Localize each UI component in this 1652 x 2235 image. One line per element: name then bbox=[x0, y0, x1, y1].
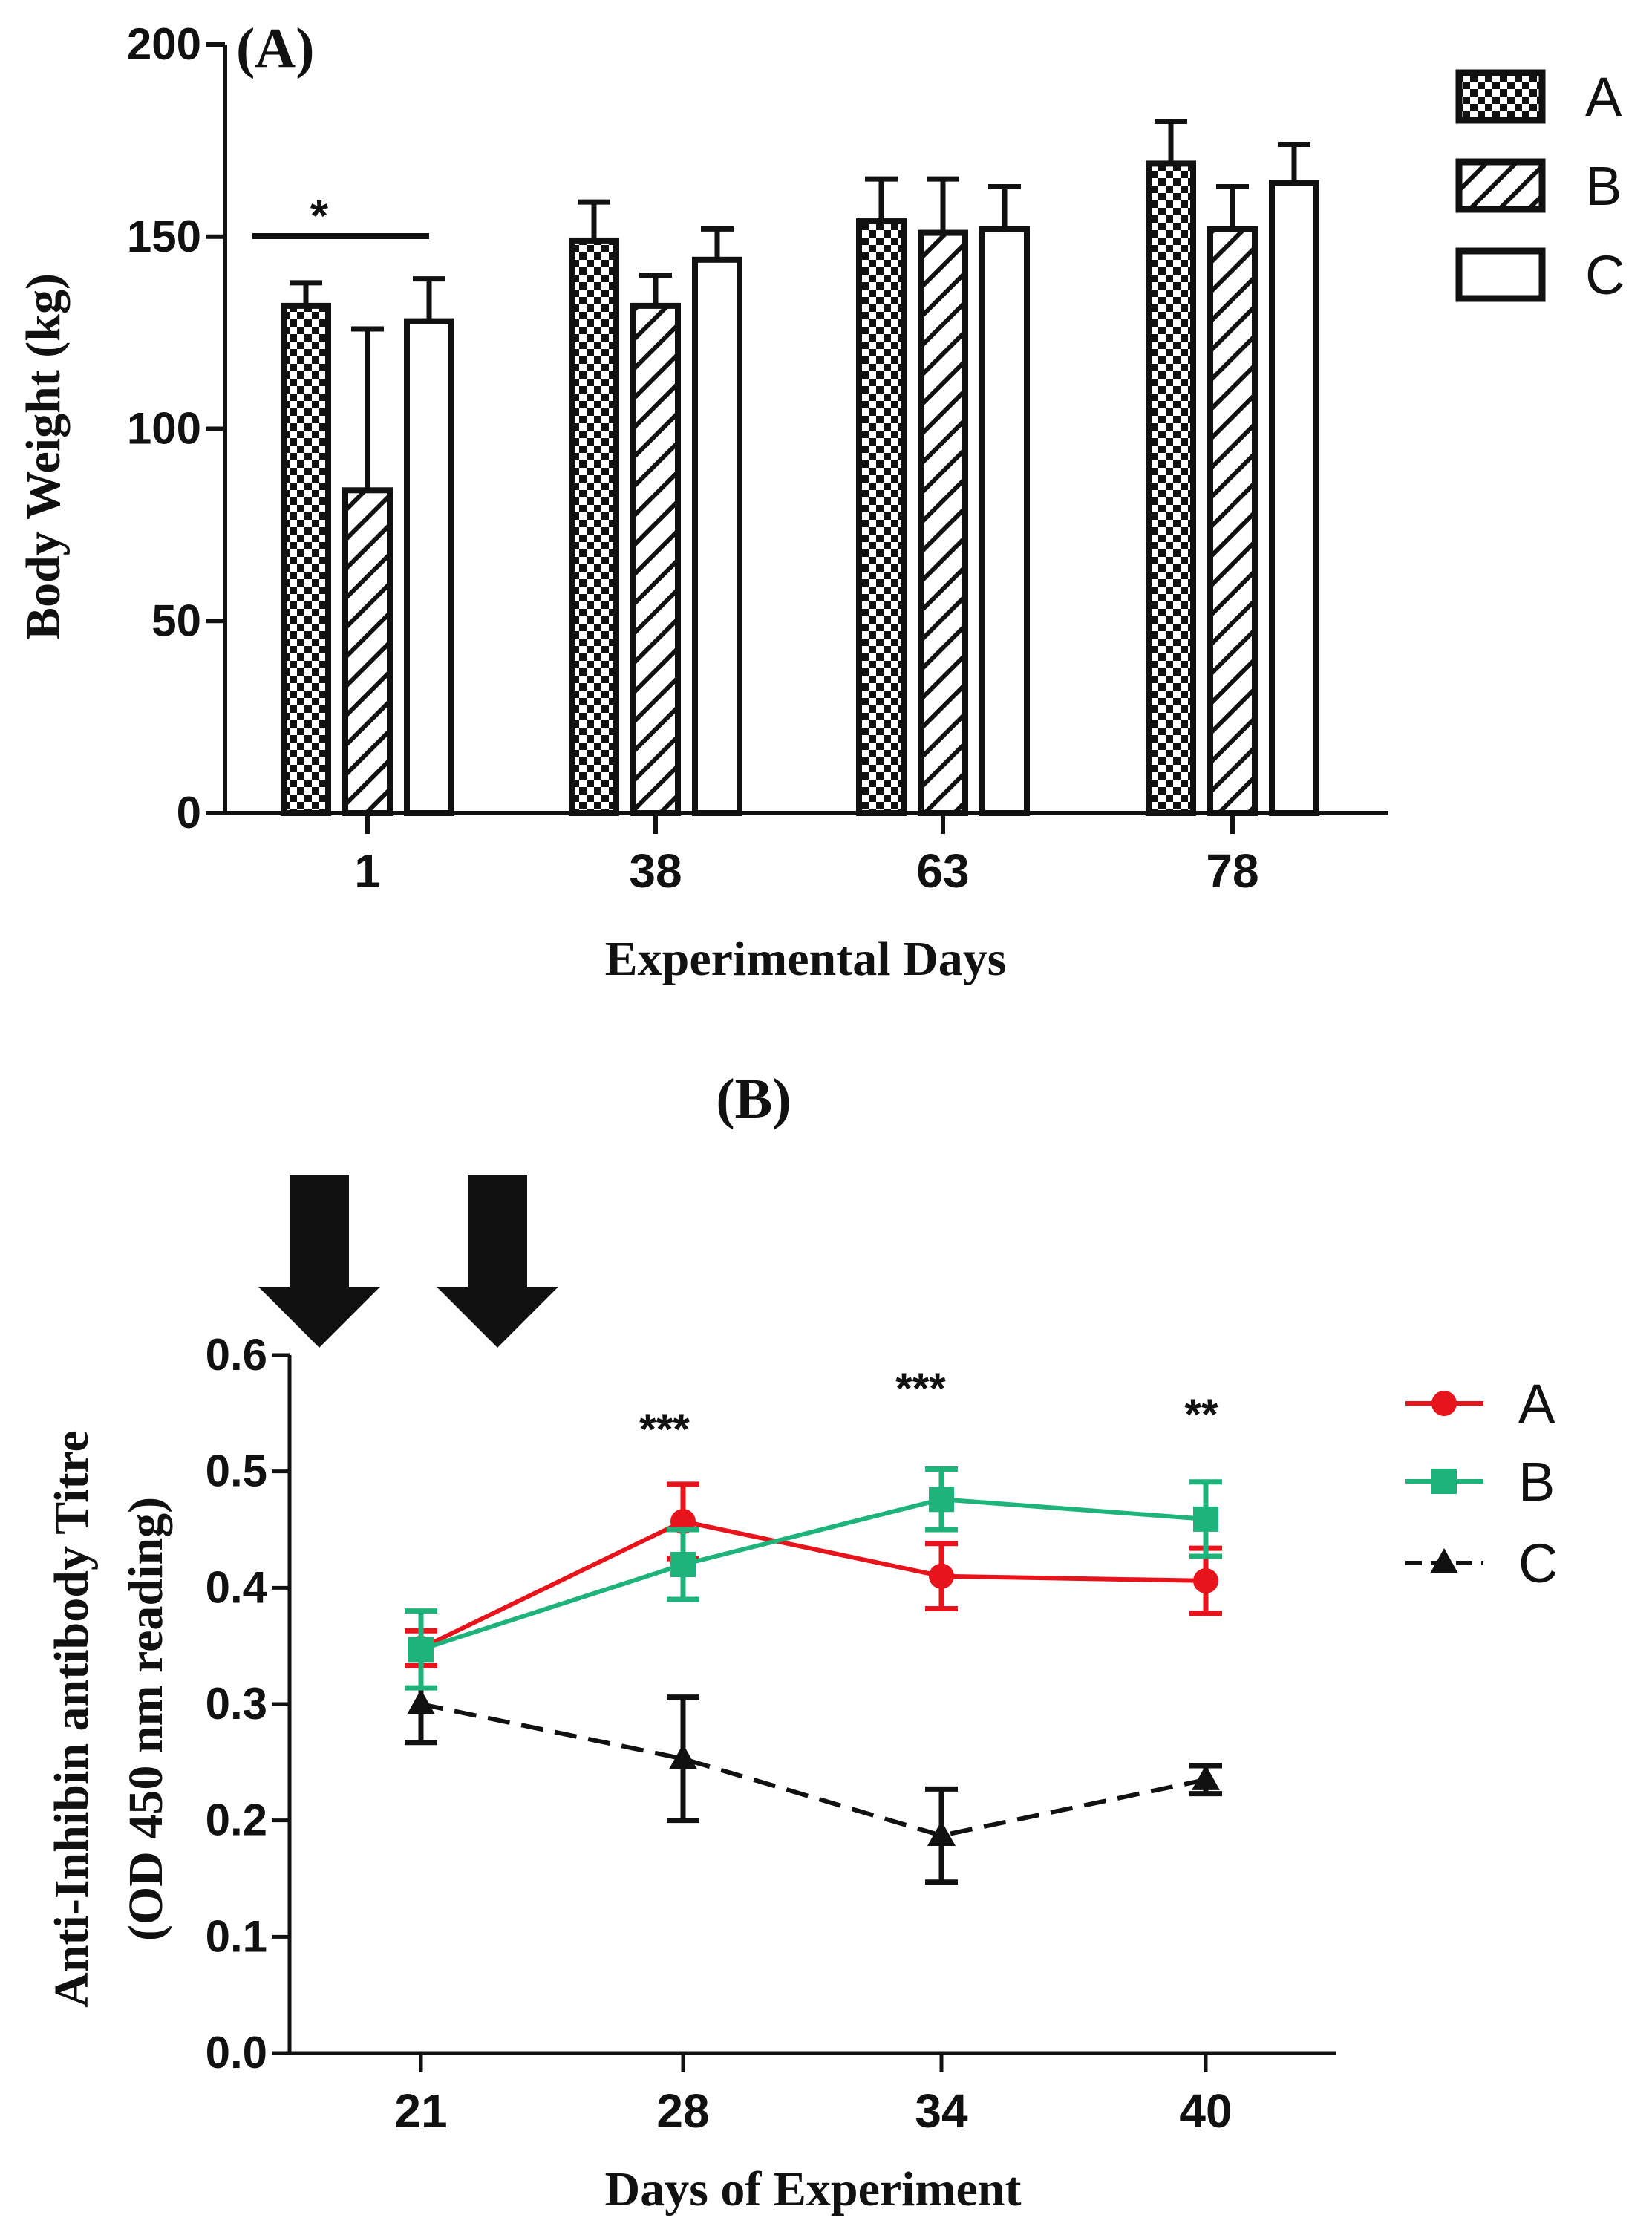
panel-a-y-tick-label: 150 bbox=[127, 212, 201, 261]
panel-a-x-tick-label: 38 bbox=[629, 844, 682, 898]
panel-b-x-tick-label: 40 bbox=[1179, 2084, 1232, 2138]
panel-b-legend-label-c: C bbox=[1518, 1533, 1558, 1594]
panel-b-y-tick-label: 0.1 bbox=[206, 1911, 267, 1961]
panel-b-y-tick-label: 0.3 bbox=[206, 1679, 267, 1729]
panel-a-y-ticks: 0 50 100 150 200 bbox=[127, 19, 225, 838]
panel-a-bar-c bbox=[1269, 180, 1319, 817]
panel-b-line-b bbox=[420, 1497, 1207, 1652]
panel-b-y-tick-label: 0.6 bbox=[206, 1330, 267, 1380]
panel-a-significance: * bbox=[252, 191, 429, 242]
panel-a-x-tick-label: 1 bbox=[354, 844, 381, 898]
panel-a-bar-c bbox=[404, 318, 454, 817]
panel-b-legend-label-a: A bbox=[1518, 1373, 1555, 1435]
panel-a-bar-c bbox=[979, 226, 1030, 816]
panel-b-point-c bbox=[927, 1821, 956, 1847]
panel-a-bar-b bbox=[1207, 226, 1258, 816]
panel-b-point-a bbox=[1193, 1567, 1218, 1593]
panel-b-y-tick-label: 0.2 bbox=[206, 1795, 267, 1845]
panel-b-x-ticks: 21 28 34 40 bbox=[394, 2053, 1233, 2138]
panel-b-significance-stars: *** bbox=[639, 1406, 690, 1454]
panel-a-bar-a bbox=[856, 218, 907, 816]
panel-b-series bbox=[405, 1466, 1222, 1885]
panel-a-y-tick-label: 50 bbox=[151, 596, 201, 645]
panel-b-point-a bbox=[929, 1563, 954, 1589]
panel-a-label: (A) bbox=[236, 17, 315, 79]
panel-a-legend-swatch-b bbox=[1455, 158, 1546, 213]
panel-b-point-b bbox=[929, 1487, 954, 1513]
panel-b-point-c bbox=[407, 1689, 435, 1714]
panel-a-x-ticks: 1 38 63 78 bbox=[354, 813, 1259, 898]
panel-b-arrows bbox=[258, 1175, 558, 1348]
panel-b-legend-label-b: B bbox=[1518, 1451, 1555, 1513]
panel-b-x-tick-label: 28 bbox=[656, 2084, 709, 2138]
arrow-down-icon bbox=[258, 1175, 380, 1348]
panel-b-axes bbox=[287, 1355, 1336, 2055]
panel-a-y-tick-label: 100 bbox=[127, 404, 201, 454]
panel-b-point-c bbox=[669, 1743, 697, 1769]
panel-b-significance: ******** bbox=[639, 1365, 1218, 1454]
panel-b-point-b bbox=[408, 1637, 434, 1663]
panel-b-legend: ABC bbox=[1405, 1373, 1558, 1594]
panel-b-y-axis-title-line2: (OD 450 nm reading) bbox=[119, 1497, 173, 1941]
panel-a-y-axis-title: Body Weight (kg) bbox=[16, 273, 71, 640]
panel-b-y-tick-label: 0.0 bbox=[206, 2028, 267, 2078]
panel-b-x-tick-label: 21 bbox=[394, 2084, 447, 2138]
panel-b-line-c bbox=[420, 1702, 1207, 1838]
panel-a-x-tick-label: 78 bbox=[1206, 844, 1258, 898]
panel-a-bars bbox=[281, 119, 1319, 817]
panel-b-label: (B) bbox=[716, 1068, 791, 1130]
body-weight-bar-chart: (A) 0 50 100 150 200 1 38 63 78 Experimental Da… bbox=[16, 17, 1625, 986]
panel-a-x-axis-title: Experimental Days bbox=[605, 932, 1007, 986]
panel-b-legend-marker-a bbox=[1431, 1391, 1457, 1416]
panel-a-bar-c bbox=[692, 256, 742, 816]
panel-a-legend: ABC bbox=[1455, 66, 1625, 306]
panel-b-point-b bbox=[1193, 1506, 1218, 1532]
panel-a-y-tick-label: 200 bbox=[127, 19, 201, 69]
panel-b-x-tick-label: 34 bbox=[915, 2084, 968, 2138]
panel-a-legend-swatch-c bbox=[1455, 247, 1546, 302]
panel-a-bar-b bbox=[630, 302, 681, 816]
panel-a-bar-b bbox=[342, 487, 393, 816]
panel-b-point-c bbox=[1192, 1764, 1220, 1790]
arrow-down-icon bbox=[437, 1175, 558, 1348]
panel-b-significance-stars: *** bbox=[895, 1365, 946, 1413]
panel-a-x-tick-label: 63 bbox=[916, 844, 969, 898]
panel-a-legend-label-a: A bbox=[1585, 66, 1622, 128]
panel-a-bar-a bbox=[1146, 160, 1196, 817]
panel-a-legend-label-b: B bbox=[1585, 155, 1622, 217]
panel-b-legend-marker-c bbox=[1430, 1548, 1458, 1573]
panel-b-significance-stars: ** bbox=[1184, 1391, 1218, 1439]
antibody-titre-line-chart: (B) 0.00.10.20.30.40.50.6 21 28 34 40 *****… bbox=[45, 1068, 1558, 2216]
panel-a-bar-a bbox=[281, 302, 331, 816]
panel-b-y-ticks: 0.0 0.1 0.2 0.3 0.4 0.5 0.6 bbox=[206, 1330, 290, 2078]
panel-b-line-a bbox=[419, 1518, 1207, 1651]
panel-b-y-axis-title-line1: Anti-Inhibin antibody Titre bbox=[45, 1430, 99, 2008]
panel-a-y-tick-label: 0 bbox=[177, 788, 201, 838]
panel-b-x-axis-title: Days of Experiment bbox=[605, 2162, 1022, 2216]
panel-a-significance-star: * bbox=[310, 191, 329, 242]
panel-a-bar-b bbox=[918, 229, 968, 816]
panel-a-bar-a bbox=[569, 237, 619, 816]
panel-a-legend-swatch-a bbox=[1455, 69, 1546, 124]
panel-b-point-b bbox=[670, 1552, 696, 1577]
panel-a-legend-label-c: C bbox=[1585, 244, 1625, 306]
panel-b-y-tick-label: 0.4 bbox=[206, 1562, 268, 1612]
panel-b-y-tick-label: 0.5 bbox=[206, 1446, 267, 1496]
panel-b-legend-marker-b bbox=[1431, 1469, 1457, 1494]
